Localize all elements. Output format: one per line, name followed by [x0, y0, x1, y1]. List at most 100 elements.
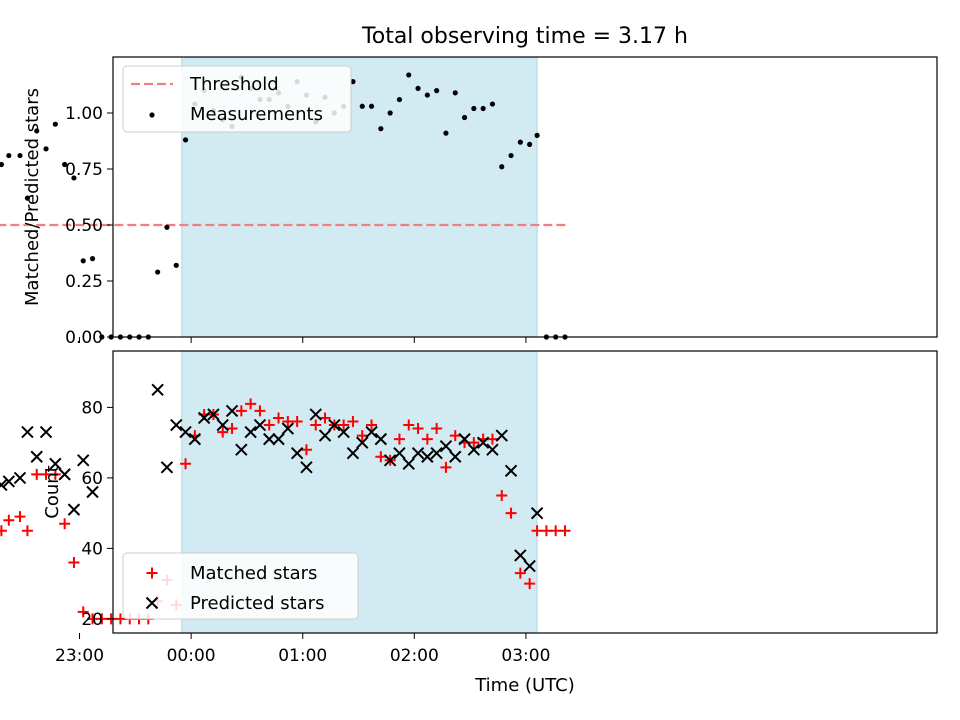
legend: Threshold Measurements [122, 65, 352, 133]
measurement-point [17, 152, 23, 159]
matched-star-marker [68, 557, 80, 568]
matched-star-marker [273, 412, 285, 424]
matched-star-marker [468, 437, 480, 449]
measurement-point [424, 92, 430, 98]
predicted-star-marker [523, 559, 536, 573]
matched-star-marker [235, 405, 247, 417]
predicted-star-marker [13, 471, 27, 485]
measurement-point [80, 258, 86, 264]
legend-predicted-label: Predicted stars [190, 593, 324, 614]
y-tick-label: 0.25 [65, 272, 103, 292]
predicted-star-marker [49, 457, 62, 471]
measurement-point [434, 88, 440, 94]
measurement-point [71, 175, 77, 181]
y-tick-label: 40 [81, 539, 103, 559]
predicted-star-marker [421, 450, 434, 463]
matched-star-marker [263, 419, 275, 431]
measurement-point [99, 334, 105, 340]
predicted-star-marker [2, 475, 16, 488]
measurement-point [62, 161, 68, 168]
matched-star-marker [496, 490, 508, 502]
matched-star-marker [291, 416, 303, 427]
matched-star-marker [180, 458, 192, 470]
matched-star-marker [3, 514, 15, 526]
predicted-star-marker [346, 447, 360, 460]
matched-star-marker [282, 416, 294, 427]
predicted-star-marker [439, 439, 453, 453]
matched-star-marker [421, 433, 433, 445]
y-axis-ticks: 20 40 60 80 [81, 398, 113, 630]
predicted-star-marker [253, 418, 267, 432]
measurement-point [173, 262, 179, 268]
y-axis-label: Matched/Predicted stars [22, 88, 43, 306]
matched-star-marker [114, 613, 126, 625]
measurement-point [43, 146, 49, 152]
predicted-star-marker [458, 432, 471, 446]
matched-star-marker [338, 419, 350, 431]
matched-star-marker [0, 525, 7, 537]
predicted-star-marker [188, 432, 202, 446]
x-tick-label: 00:00 [167, 646, 216, 666]
plot-frame [112, 350, 938, 634]
y-tick-label: 0.00 [65, 328, 103, 348]
predicted-star-marker [86, 485, 99, 499]
matched-star-marker [217, 426, 229, 438]
x-axis-ticks [79, 337, 527, 343]
x-tick-label: 02:00 [390, 646, 439, 666]
measurement-point [387, 110, 393, 116]
matched-star-marker [531, 525, 543, 537]
matched-star-marker [96, 613, 108, 625]
matched-star-marker [366, 419, 378, 431]
matched-stars-points [0, 398, 571, 625]
legend-matched-label: Matched stars [190, 563, 317, 584]
matched-star-marker [245, 398, 257, 410]
y-tick-label: 0.50 [65, 216, 103, 236]
matched-star-marker [347, 416, 359, 427]
measurement-point [406, 72, 412, 78]
predicted-star-marker [393, 447, 406, 460]
predicted-star-marker [179, 425, 192, 439]
predicted-star-marker [365, 425, 378, 439]
measurement-point [378, 126, 384, 132]
predicted-star-marker [235, 443, 248, 456]
matched-star-marker [514, 567, 526, 579]
predicted-star-marker [300, 461, 313, 474]
measurement-point [0, 161, 4, 168]
matched-star-marker [319, 412, 331, 424]
measurement-point [368, 103, 375, 109]
legend-box [122, 552, 359, 620]
x-axis-label: Time (UTC) [474, 675, 575, 696]
predicted-star-marker [145, 596, 159, 610]
predicted-star-marker [160, 461, 174, 474]
predicted-star-marker [244, 425, 257, 439]
predicted-star-marker [216, 418, 229, 432]
legend-box [122, 65, 352, 133]
measurement-point [359, 103, 365, 109]
matched-star-marker [440, 461, 452, 473]
predicted-star-marker [328, 418, 341, 432]
measurement-point [443, 130, 449, 136]
predicted-star-marker [504, 464, 518, 478]
predicted-star-marker [197, 411, 211, 425]
predicted-star-marker [77, 454, 90, 467]
y-axis-ticks: 0.00 0.25 0.50 0.75 1.00 [65, 104, 113, 348]
predicted-star-marker [309, 408, 322, 421]
x-tick-label: 03:00 [501, 646, 550, 666]
measurement-point [461, 114, 468, 121]
predicted-star-marker [151, 383, 164, 396]
predicted-stars-points [0, 383, 544, 573]
matched-star-marker [59, 518, 71, 530]
measurement-point [52, 121, 58, 127]
predicted-star-marker [207, 408, 220, 421]
matched-star-marker [505, 507, 517, 519]
measurement-point [24, 195, 31, 201]
matched-star-marker [40, 468, 52, 480]
predicted-star-marker [486, 443, 499, 456]
legend-measurement-label: Measurements [190, 104, 323, 125]
predicted-star-marker [449, 450, 462, 463]
y-axis-label: Count [42, 465, 63, 518]
predicted-star-marker [170, 418, 183, 432]
measurement-point [182, 137, 189, 143]
legend-threshold-label: Threshold [189, 74, 279, 95]
predicted-star-marker [476, 436, 490, 449]
